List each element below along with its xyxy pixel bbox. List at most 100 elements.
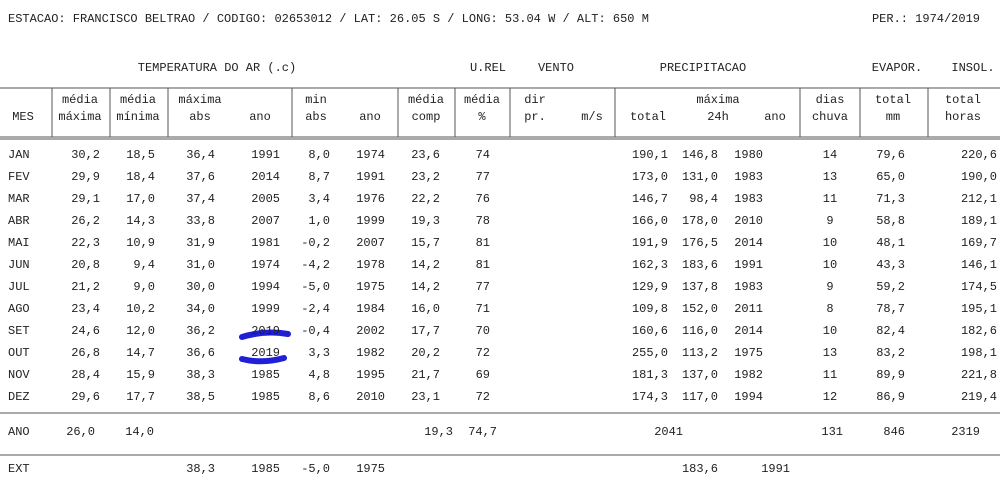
cell: 2010 [734,214,763,228]
cell: 9,0 [133,280,155,294]
cell: 8,6 [308,390,330,404]
cell: 78,7 [876,302,905,316]
cell: 81 [476,258,490,272]
cell: 195,1 [961,302,997,316]
row-label: SET [8,324,30,338]
cell: 58,8 [876,214,905,228]
cell: 21,7 [411,368,440,382]
row-label: ABR [8,214,30,228]
cell: 8,0 [308,148,330,162]
cell: 79,6 [876,148,905,162]
summary-cell: 183,6 [682,462,718,476]
cell: 37,6 [186,170,215,184]
summary-cell: 14,0 [125,425,154,439]
cell: 13 [823,170,837,184]
column-header: total [945,93,981,107]
row-label: MAR [8,192,30,206]
column-header: abs [189,110,211,124]
cell: 190,0 [961,170,997,184]
cell: 174,3 [632,390,668,404]
cell: 1976 [356,192,385,206]
cell: -2,4 [301,302,330,316]
column-header: total [630,110,666,124]
cell: 36,4 [186,148,215,162]
group-header: EVAPOR. [872,61,922,75]
cell: 14,2 [411,280,440,294]
cell: 1980 [734,148,763,162]
summary-cell: -5,0 [301,462,330,476]
column-header: média [464,93,500,107]
cell: 220,6 [961,148,997,162]
cell: 38,3 [186,368,215,382]
cell: 17,0 [126,192,155,206]
column-header: média [62,93,98,107]
column-header: horas [945,110,981,124]
column-header: chuva [812,110,848,124]
cell: 173,0 [632,170,668,184]
cell: 9,4 [133,258,155,272]
summary-cell: 1975 [356,462,385,476]
cell: 65,0 [876,170,905,184]
cell: 83,2 [876,346,905,360]
cell: 21,2 [71,280,100,294]
cell: 2014 [251,170,280,184]
cell: 81 [476,236,490,250]
cell: 1999 [356,214,385,228]
cell: 15,7 [411,236,440,250]
cell: 1981 [251,236,280,250]
cell: 22,2 [411,192,440,206]
cell: 212,1 [961,192,997,206]
cell: 1983 [734,170,763,184]
cell: 23,4 [71,302,100,316]
cell: 31,0 [186,258,215,272]
cell: 2019 [251,346,280,360]
cell: 1991 [734,258,763,272]
cell: 26,2 [71,214,100,228]
row-label: OUT [8,346,30,360]
station-line: ESTACAO: FRANCISCO BELTRAO / CODIGO: 026… [8,12,649,26]
cell: 13 [823,346,837,360]
cell: 17,7 [411,324,440,338]
cell: 29,6 [71,390,100,404]
cell: 1999 [251,302,280,316]
cell: 10,9 [126,236,155,250]
cell: 162,3 [632,258,668,272]
column-header: média [120,93,156,107]
column-header: MES [12,110,34,124]
cell: 11 [823,368,837,382]
cell: 1984 [356,302,385,316]
cell: 3,4 [308,192,330,206]
cell: 146,1 [961,258,997,272]
cell: 14,3 [126,214,155,228]
cell: 16,0 [411,302,440,316]
cell: 1975 [356,280,385,294]
group-header: VENTO [538,61,574,75]
cell: 2002 [356,324,385,338]
cell: 10 [823,236,837,250]
cell: 23,1 [411,390,440,404]
column-header: ano [249,110,271,124]
column-header: 24h [707,110,729,124]
summary-cell: 1991 [761,462,790,476]
cell: 29,9 [71,170,100,184]
cell: 166,0 [632,214,668,228]
cell: 34,0 [186,302,215,316]
summary-cell: 19,3 [424,425,453,439]
cell: 22,3 [71,236,100,250]
cell: 190,1 [632,148,668,162]
cell: 59,2 [876,280,905,294]
cell: 131,0 [682,170,718,184]
cell: -4,2 [301,258,330,272]
cell: 30,0 [186,280,215,294]
cell: 1974 [251,258,280,272]
cell: 10 [823,258,837,272]
cell: 3,3 [308,346,330,360]
cell: 137,0 [682,368,718,382]
column-header: pr. [524,110,546,124]
cell: 82,4 [876,324,905,338]
row-label: JAN [8,148,30,162]
row-label: DEZ [8,390,30,404]
cell: 10,2 [126,302,155,316]
